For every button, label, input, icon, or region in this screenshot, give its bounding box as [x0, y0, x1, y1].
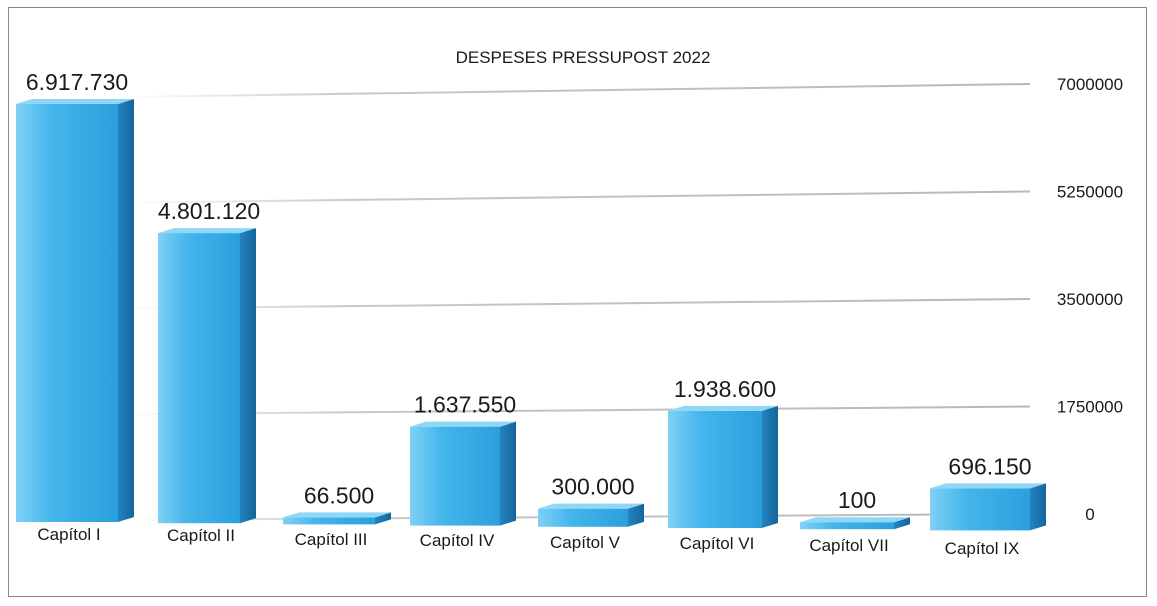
bar — [538, 503, 644, 527]
category-label: Capítol V — [550, 533, 621, 552]
bar — [410, 421, 516, 526]
bar-top — [930, 483, 1046, 489]
category-label: Capítol IX — [945, 539, 1020, 558]
data-label: 100 — [838, 487, 876, 513]
data-labels: 6.917.730 4.801.120 66.500 1.637.550 300.000… — [26, 69, 1032, 513]
data-label: 696.150 — [948, 453, 1031, 479]
y-tick-label: 0 — [1085, 505, 1094, 524]
category-label: Capítol IV — [420, 531, 495, 550]
bar-front — [668, 410, 762, 528]
bar-front — [16, 103, 118, 522]
grid-line — [124, 83, 1031, 98]
grid-lines — [124, 83, 1031, 521]
bar-front — [538, 508, 628, 527]
bars — [16, 98, 1046, 531]
bar-top — [410, 421, 516, 427]
bar — [16, 98, 134, 522]
bar — [158, 228, 256, 524]
data-label: 4.801.120 — [158, 198, 260, 224]
data-label: 1.938.600 — [674, 376, 776, 402]
data-label: 6.917.730 — [26, 69, 128, 95]
bar-front — [158, 233, 240, 524]
bar-top — [538, 503, 644, 509]
bar — [930, 483, 1046, 531]
bar-side — [1030, 483, 1046, 531]
bar-top — [16, 98, 134, 104]
y-tick-label: 7000000 — [1057, 75, 1123, 94]
bar-front — [283, 517, 375, 525]
bar-side — [628, 503, 644, 527]
bar-front — [800, 522, 894, 530]
bar-top — [800, 517, 910, 523]
bar-top — [283, 512, 391, 518]
category-label: Capítol VI — [680, 534, 755, 553]
data-label: 300.000 — [551, 474, 634, 500]
grid-line — [124, 405, 1031, 416]
category-label: Capítol I — [37, 525, 100, 544]
category-label: Capítol VII — [809, 536, 888, 555]
y-axis: 0 1750000 3500000 5250000 7000000 — [1057, 75, 1123, 524]
bar-side — [894, 517, 910, 530]
bar-top — [158, 228, 256, 234]
bar-side — [500, 421, 516, 526]
y-tick-label: 1750000 — [1057, 398, 1123, 417]
grid-line — [124, 190, 1031, 204]
bar — [800, 517, 910, 530]
x-axis: Capítol I Capítol II Capítol III Capítol IV… — [37, 525, 1019, 558]
bar-side — [118, 98, 134, 522]
category-label: Capítol III — [295, 530, 368, 549]
grid-line — [124, 298, 1031, 310]
bar-side — [375, 512, 391, 525]
bar-front — [930, 488, 1030, 531]
bar-side — [240, 228, 256, 524]
chart-title: DESPESES PRESSUPOST 2022 — [456, 48, 711, 67]
bar — [283, 512, 391, 525]
bar-side — [762, 405, 778, 528]
y-tick-label: 3500000 — [1057, 290, 1123, 309]
data-label: 66.500 — [304, 482, 374, 508]
bar-front — [410, 426, 500, 526]
bar — [668, 405, 778, 528]
y-tick-label: 5250000 — [1057, 183, 1123, 202]
data-label: 1.637.550 — [414, 392, 516, 418]
category-label: Capítol II — [167, 526, 235, 545]
bar-top — [668, 405, 778, 411]
